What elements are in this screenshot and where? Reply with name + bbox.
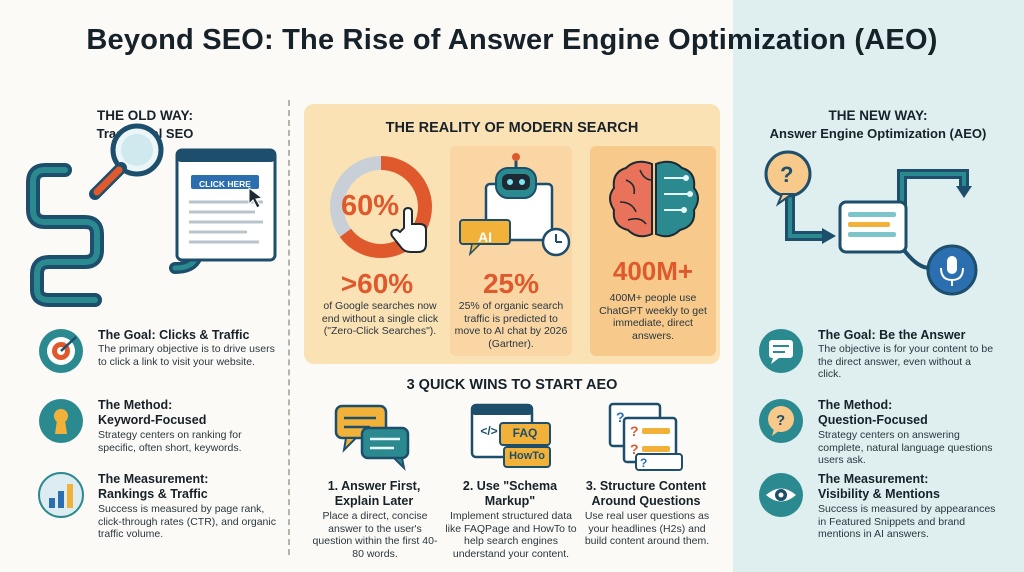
old-method-title-line2: Keyword-Focused [98, 413, 207, 427]
aeo-flow-illustration: ? [764, 150, 978, 296]
win-2-text: Implement structured data like FAQPage a… [445, 510, 577, 560]
column-divider [288, 100, 290, 555]
stat-2-value: 25% [482, 268, 540, 299]
donut-label: 60% [340, 190, 400, 222]
new-goal-title: The Goal: Be the Answer [818, 328, 966, 342]
win-1-title-line1: 1. Answer First, [327, 479, 421, 493]
svg-text:?: ? [630, 423, 639, 439]
cursor-icon [248, 186, 264, 209]
howto-tag: HowTo [509, 450, 545, 462]
new-way-heading: THE NEW WAY: Answer Engine Optimization … [744, 107, 1012, 143]
question-bubble-icon: ? [764, 150, 812, 207]
answer-bubble-icon [759, 329, 803, 373]
target-icon [39, 329, 83, 373]
win-3-title-line2: Around Questions [591, 494, 701, 508]
win-2-title: 2. Use "Schema Markup" [448, 479, 572, 509]
win-2-title-line2: Markup" [484, 494, 536, 508]
answer-card-icon [838, 200, 908, 254]
win-1-title: 1. Answer First, Explain Later [312, 479, 436, 509]
magnifier-icon [89, 123, 164, 200]
new-way-subheading: Answer Engine Optimization (AEO) [769, 126, 987, 141]
stat-3-value: 400M+ [612, 256, 694, 286]
quick-wins-title: 3 QUICK WINS TO START AEO [406, 377, 618, 393]
winding-path-icon [26, 163, 104, 307]
pointing-hand-icon [390, 206, 427, 253]
old-measurement-text: Success is measured by page rank, click-… [98, 503, 276, 540]
code-tag-label: </> [480, 424, 498, 438]
old-method-title-line1: The Method: [98, 398, 173, 412]
old-goal-text: The primary objective is to drive users … [98, 343, 275, 368]
bar-chart-icon [38, 472, 84, 518]
chat-bubbles-icon [334, 404, 410, 472]
faq-tag: FAQ [512, 426, 538, 440]
win-3-title: 3. Structure Content Around Questions [584, 479, 708, 509]
clock-icon [541, 227, 571, 257]
stat-3-text: 400M+ people use ChatGPT weekly to get i… [599, 292, 707, 342]
old-method-text: Strategy centers on ranking for specific… [98, 429, 242, 454]
old-measurement-title-line2: Rankings & Traffic [98, 487, 208, 501]
svg-text:?: ? [640, 456, 647, 470]
old-measurement-title: The Measurement: Rankings & Traffic [98, 472, 278, 502]
brain-circuit-icon [609, 160, 699, 238]
new-method-text: Strategy centers on answering complete, … [818, 429, 993, 466]
new-method-title-line2: Question-Focused [818, 413, 928, 427]
old-method-title: The Method: Keyword-Focused [98, 398, 278, 428]
click-here-label: CLICK HERE [199, 179, 251, 189]
new-goal-text: The objective is for your content to be … [818, 343, 994, 380]
new-measurement-title-line1: The Measurement: [818, 472, 929, 486]
new-measurement-text: Success is measured by appearances in Fe… [818, 503, 996, 540]
svg-text:?: ? [780, 162, 793, 187]
new-method-title: The Method: Question-Focused [818, 398, 998, 428]
question-cards-icon: ? ? ? ? [608, 402, 683, 471]
keyhole-icon [39, 399, 83, 443]
old-measurement-title-line1: The Measurement: [98, 472, 209, 486]
win-1-text: Place a direct, concise answer to the us… [312, 510, 438, 560]
svg-text:?: ? [776, 412, 785, 429]
stat-1-value: >60% [340, 268, 414, 299]
page-title: Beyond SEO: The Rise of Answer Engine Op… [86, 24, 938, 56]
new-way-heading-label: THE NEW WAY: [828, 108, 928, 123]
eye-icon [759, 473, 803, 517]
seo-path-illustration [26, 123, 277, 307]
stat-2-text: 25% of organic search traffic is predict… [454, 300, 568, 350]
voice-microphone-icon [926, 244, 978, 296]
robot-icon [459, 153, 571, 257]
new-measurement-title: The Measurement: Visibility & Mentions [818, 472, 998, 502]
svg-text:?: ? [630, 441, 639, 457]
robot-ai-label: AI [478, 229, 492, 245]
old-way-heading-label: THE OLD WAY: [96, 108, 193, 123]
stat-1-text: of Google searches now end without a sin… [321, 300, 439, 337]
reality-title: THE REALITY OF MODERN SEARCH [385, 120, 639, 136]
win-2-title-line1: 2. Use "Schema [462, 479, 558, 493]
donut-chart-icon [330, 156, 432, 258]
win-1-title-line2: Explain Later [334, 494, 414, 508]
new-method-title-line1: The Method: [818, 398, 893, 412]
question-bubble-icon: ? [759, 399, 803, 443]
old-goal-title: The Goal: Clicks & Traffic [98, 328, 250, 342]
win-3-title-line1: 3. Structure Content [585, 479, 707, 493]
svg-text:?: ? [616, 409, 625, 425]
code-schema-icon [470, 403, 551, 468]
new-measurement-title-line2: Visibility & Mentions [818, 487, 941, 501]
win-3-text: Use real user questions as your headline… [584, 510, 710, 547]
